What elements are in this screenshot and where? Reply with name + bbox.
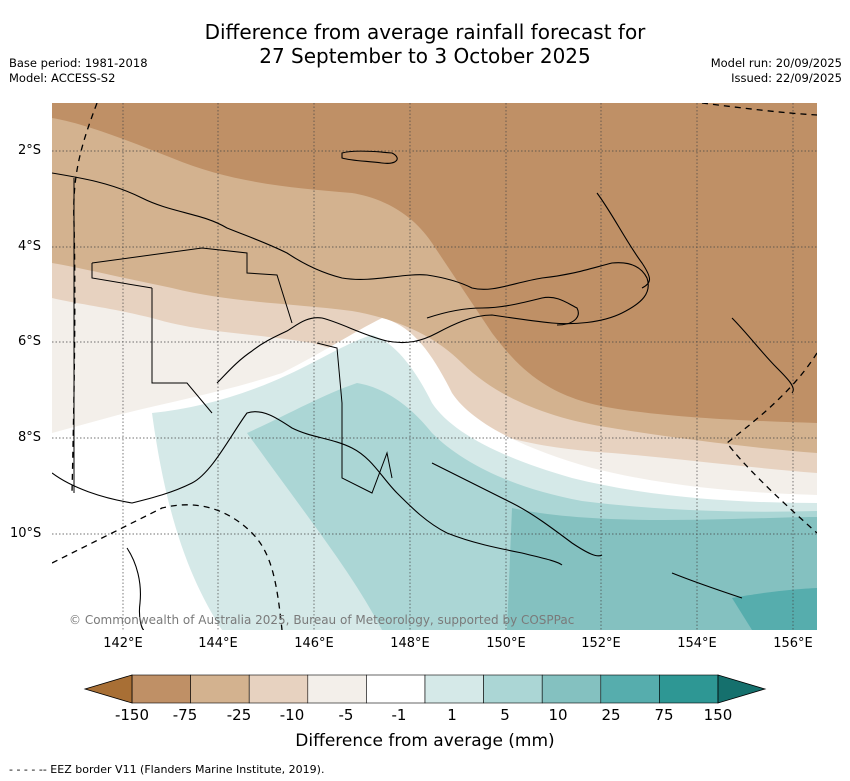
map-svg	[52, 103, 817, 630]
model-run: Model run: 20/09/2025	[710, 56, 842, 70]
forecast-map: © Commonwealth of Australia 2025, Bureau…	[52, 103, 817, 630]
lon-label-150e: 150°E	[486, 636, 526, 651]
eez-borders	[52, 103, 817, 630]
issued-date: Issued: 22/09/2025	[731, 71, 842, 85]
meta-right: Model run: 20/09/2025 Issued: 22/09/2025	[711, 56, 842, 86]
colorbar	[83, 674, 767, 704]
lat-label-4s: 4°S	[18, 239, 42, 254]
colorbar-cell	[190, 674, 250, 704]
colorbar-cell	[600, 674, 660, 704]
lon-label-152e: 152°E	[581, 636, 621, 651]
lon-label-148e: 148°E	[390, 636, 430, 651]
title-line-2: 27 September to 3 October 2025	[259, 44, 591, 68]
legend-tick: -1	[391, 706, 407, 724]
colorbar-cell	[307, 674, 367, 704]
contour-wet-75	[732, 588, 817, 630]
legend-tick: 5	[500, 706, 510, 724]
lon-label-144e: 144°E	[198, 636, 238, 651]
colorbar-arrow-low	[83, 674, 133, 704]
map-title: Difference from average rainfall forecas…	[0, 20, 850, 68]
colorbar-cell	[248, 674, 309, 704]
copyright-credit: © Commonwealth of Australia 2025, Bureau…	[69, 613, 575, 627]
legend-tick: -5	[338, 706, 354, 724]
lon-label-146e: 146°E	[294, 636, 334, 651]
lon-label-142e: 142°E	[103, 636, 143, 651]
colorbar-cell	[366, 674, 426, 704]
eez-footnote: - - - - -- EEZ border V11 (Flanders Mari…	[9, 763, 325, 776]
meta-left: Base period: 1981-2018 Model: ACCESS-S2	[9, 56, 148, 86]
legend-tick: 75	[654, 706, 674, 724]
lat-label-6s: 6°S	[18, 334, 42, 349]
legend-tick: 25	[601, 706, 621, 724]
lon-label-154e: 154°E	[677, 636, 717, 651]
colorbar-cell	[541, 674, 602, 704]
legend-tick: -75	[172, 706, 198, 724]
colorbar-cell	[131, 674, 191, 704]
legend-tick: -150	[114, 706, 150, 724]
colorbar-arrow-high	[717, 674, 767, 704]
legend-title: Difference from average (mm)	[295, 731, 555, 751]
colorbar-cell	[659, 674, 719, 704]
legend-tick: -10	[279, 706, 305, 724]
legend-tick: 150	[703, 706, 733, 724]
title-line-1: Difference from average rainfall forecas…	[204, 20, 646, 44]
graticule	[52, 103, 817, 630]
contour-dry-75	[52, 103, 817, 423]
coastlines	[52, 150, 794, 630]
colorbar-cells	[131, 674, 719, 704]
model-name: Model: ACCESS-S2	[9, 71, 116, 85]
base-period: Base period: 1981-2018	[9, 56, 148, 70]
colorbar-cell	[483, 674, 543, 704]
borders	[73, 178, 393, 494]
lat-label-2s: 2°S	[18, 143, 42, 158]
lon-label-156e: 156°E	[773, 636, 813, 651]
lat-label-8s: 8°S	[18, 430, 42, 445]
legend-tick: -25	[226, 706, 252, 724]
colorbar-cell	[424, 674, 484, 704]
legend-tick: 1	[447, 706, 457, 724]
legend-tick: 10	[548, 706, 568, 724]
lat-label-10s: 10°S	[10, 526, 42, 541]
